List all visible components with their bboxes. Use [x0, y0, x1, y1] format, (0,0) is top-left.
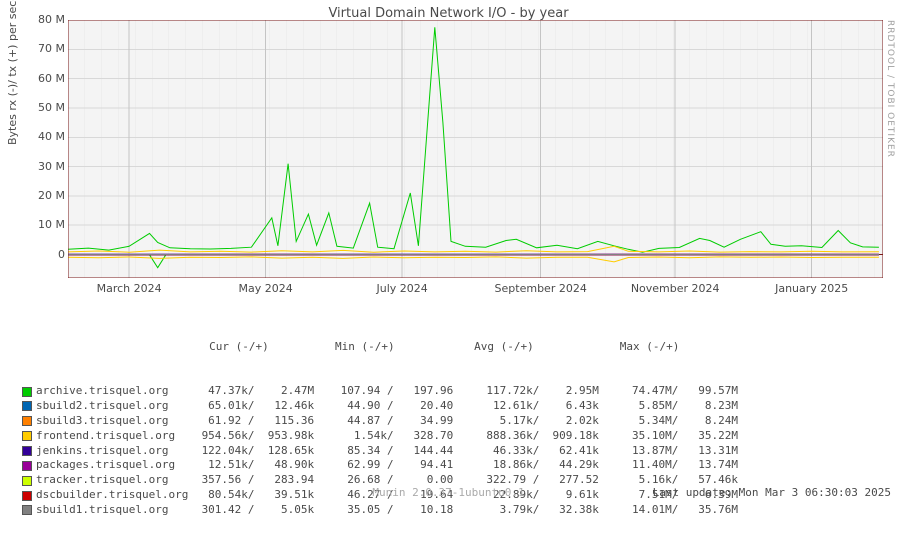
x-tick-label: September 2024	[495, 282, 587, 295]
legend-text: sbuild3.trisquel.org 61.92 / 115.36 44.8…	[36, 414, 738, 429]
legend-header: Cur (-/+) Min (-/+) Avg (-/+) Max (-/+)	[37, 340, 679, 355]
plot-area	[68, 20, 883, 278]
y-tick-label: 80 M	[15, 13, 65, 26]
legend-row: frontend.trisquel.org 954.56k/ 953.98k 1…	[22, 429, 738, 444]
legend-row: packages.trisquel.org 12.51k/ 48.90k 62.…	[22, 458, 738, 473]
legend-text: jenkins.trisquel.org 122.04k/ 128.65k 85…	[36, 444, 738, 459]
legend-swatch	[22, 416, 32, 426]
y-tick-label: 30 M	[15, 160, 65, 173]
legend-text: archive.trisquel.org 47.37k/ 2.47M 107.9…	[36, 384, 738, 399]
x-tick-label: November 2024	[631, 282, 720, 295]
legend-row: sbuild1.trisquel.org 301.42 / 5.05k 35.0…	[22, 503, 738, 518]
legend-row: sbuild2.trisquel.org 65.01k/ 12.46k 44.9…	[22, 399, 738, 414]
legend-swatch	[22, 446, 32, 456]
y-tick-label: 40 M	[15, 130, 65, 143]
legend-row: jenkins.trisquel.org 122.04k/ 128.65k 85…	[22, 444, 738, 459]
legend-row: archive.trisquel.org 47.37k/ 2.47M 107.9…	[22, 384, 738, 399]
legend-swatch	[22, 387, 32, 397]
legend-text: sbuild1.trisquel.org 301.42 / 5.05k 35.0…	[36, 503, 738, 518]
legend-text: frontend.trisquel.org 954.56k/ 953.98k 1…	[36, 429, 738, 444]
legend-swatch	[22, 505, 32, 515]
chart-title: Virtual Domain Network I/O - by year	[0, 6, 897, 21]
chart-svg	[68, 20, 883, 278]
legend-swatch	[22, 476, 32, 486]
x-tick-label: January 2025	[775, 282, 848, 295]
y-tick-label: 70 M	[15, 42, 65, 55]
chart-container: Virtual Domain Network I/O - by year Byt…	[0, 0, 897, 501]
legend-swatch	[22, 461, 32, 471]
legend-text: sbuild2.trisquel.org 65.01k/ 12.46k 44.9…	[36, 399, 738, 414]
y-tick-label: 60 M	[15, 72, 65, 85]
x-tick-label: March 2024	[97, 282, 162, 295]
rrdtool-credit: RRDTOOL / TOBI OETIKER	[885, 20, 895, 158]
y-tick-label: 0	[15, 248, 65, 261]
x-tick-label: July 2024	[377, 282, 428, 295]
legend-row: sbuild3.trisquel.org 61.92 / 115.36 44.8…	[22, 414, 738, 429]
y-tick-label: 20 M	[15, 189, 65, 202]
last-update: Last update: Mon Mar 3 06:30:03 2025	[653, 486, 891, 499]
y-tick-label: 50 M	[15, 101, 65, 114]
legend-header-row: Cur (-/+) Min (-/+) Avg (-/+) Max (-/+)	[22, 340, 738, 355]
legend-table: Cur (-/+) Min (-/+) Avg (-/+) Max (-/+) …	[22, 310, 738, 548]
legend-swatch	[22, 401, 32, 411]
legend-text: packages.trisquel.org 12.51k/ 48.90k 62.…	[36, 458, 738, 473]
x-tick-label: May 2024	[239, 282, 293, 295]
y-tick-label: 10 M	[15, 218, 65, 231]
legend-swatch	[22, 431, 32, 441]
